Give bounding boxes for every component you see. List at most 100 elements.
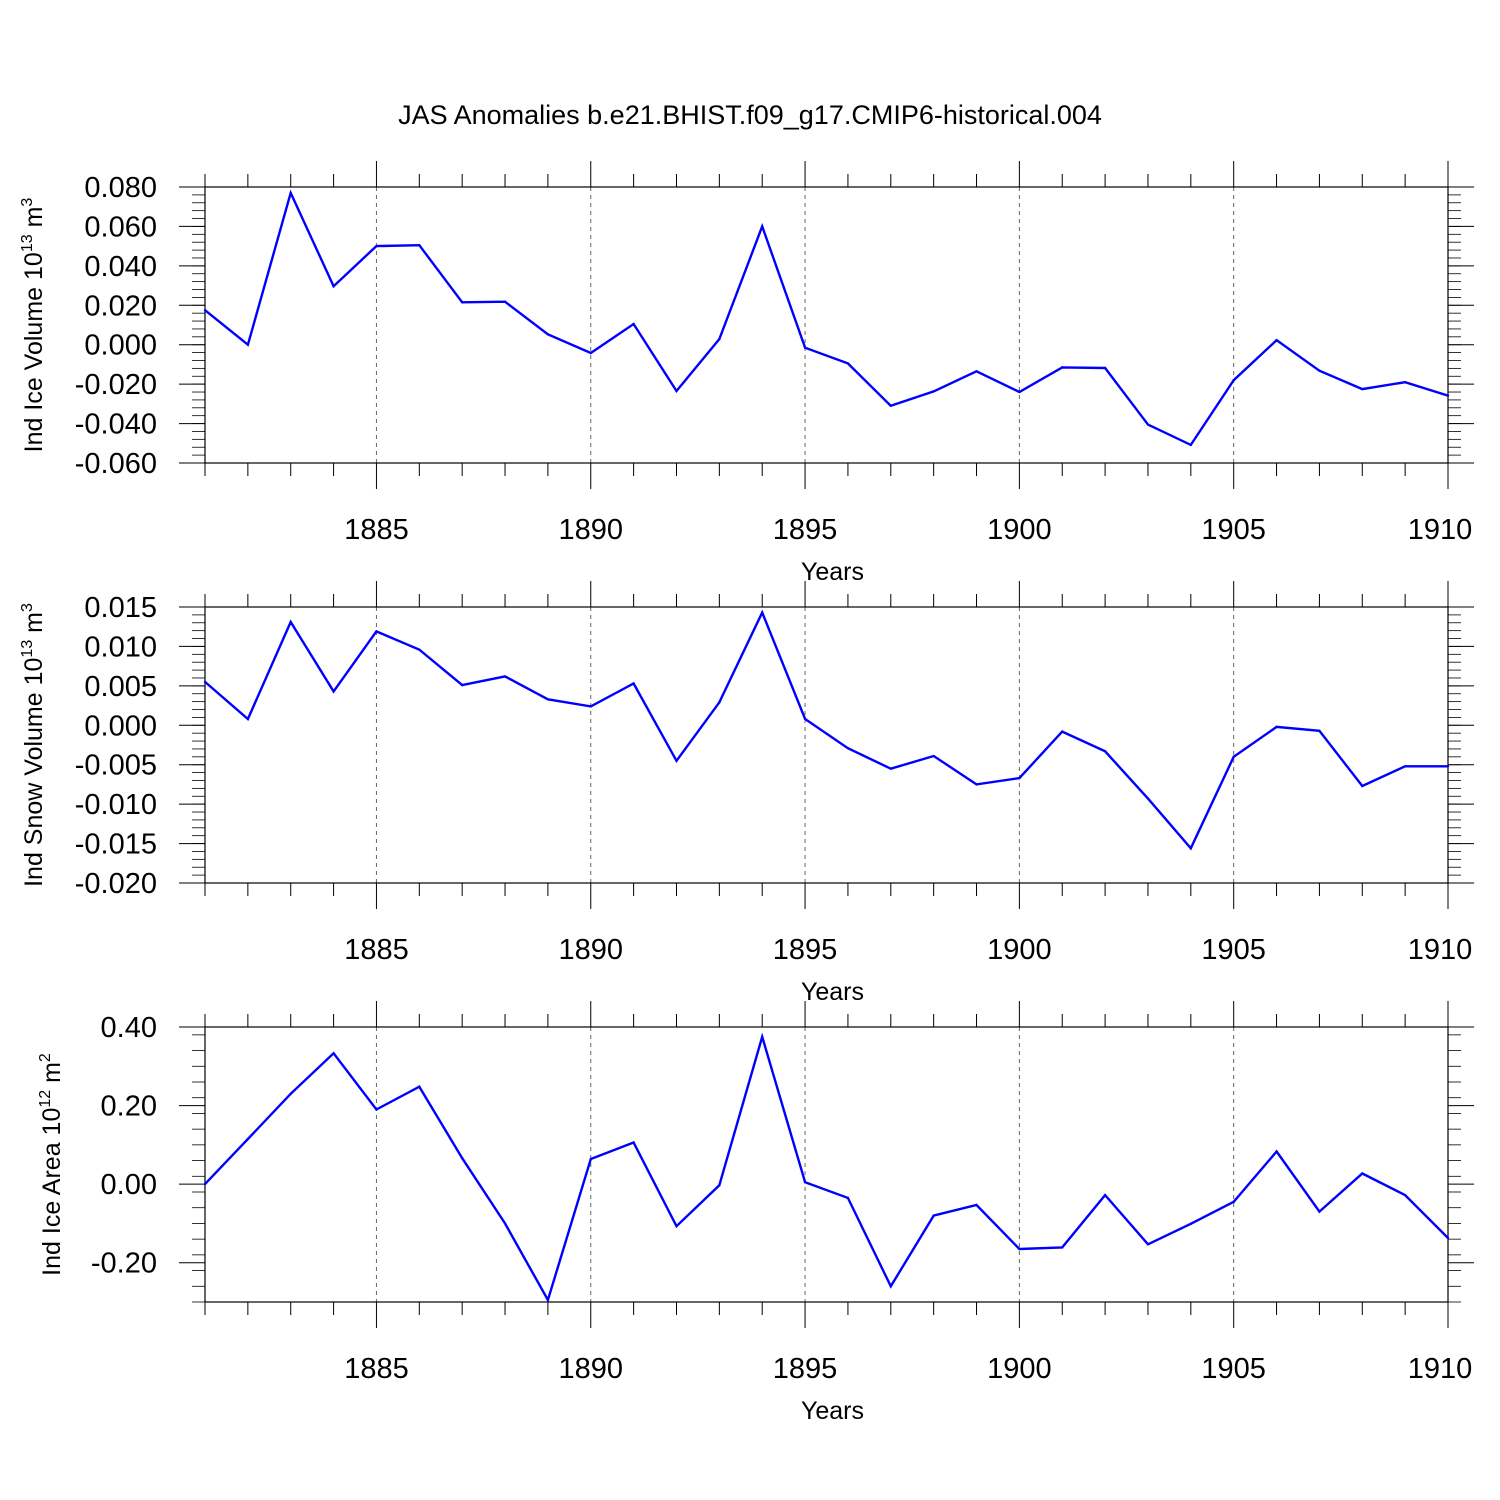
x-axis-label: Years: [801, 1397, 864, 1425]
y-tick-label: 0.00: [101, 1169, 157, 1201]
x-tick-label: 1910: [1408, 1353, 1473, 1385]
data-point: [1018, 390, 1021, 394]
data-point: [675, 1224, 678, 1228]
data-point: [460, 1157, 464, 1160]
data-point: [1403, 380, 1407, 384]
data-point: [289, 620, 292, 624]
data-point: [375, 1108, 378, 1111]
data-point: [846, 746, 850, 750]
y-tick-label: 0.000: [84, 710, 157, 742]
x-tick-label: 1885: [344, 934, 409, 966]
data-point: [1018, 1247, 1021, 1251]
y-axis-label: Ind Snow Volume 1013 m3: [19, 603, 48, 887]
data-point: [332, 690, 335, 693]
data-point: [546, 333, 550, 336]
data-point: [1275, 1150, 1278, 1153]
y-axis-label: Ind Ice Volume 1013 m3: [19, 198, 48, 453]
data-point: [246, 343, 250, 346]
x-tick-label: 1890: [559, 1353, 624, 1385]
data-point: [932, 1214, 935, 1217]
data-point: [803, 346, 807, 349]
y-tick-label: 0.080: [84, 172, 157, 204]
data-point: [1146, 1243, 1150, 1246]
data-point: [803, 717, 807, 721]
data-point: [1275, 338, 1278, 342]
data-point: [1275, 725, 1278, 729]
data-point: [289, 191, 292, 195]
data-point: [761, 611, 764, 614]
y-tick-label: -0.20: [91, 1248, 157, 1280]
x-tick-label: 1895: [773, 1353, 838, 1385]
x-axis-label: Years: [801, 978, 864, 1006]
data-point: [203, 1182, 207, 1186]
data-point: [418, 648, 421, 651]
data-point: [1318, 369, 1321, 372]
data-point: [1061, 730, 1064, 733]
x-tick-label: 1895: [773, 934, 838, 966]
data-point: [332, 284, 335, 288]
data-point: [675, 389, 678, 393]
data-point: [1189, 847, 1193, 850]
data-point: [1146, 423, 1150, 426]
data-point: [1446, 394, 1450, 397]
data-point: [203, 309, 207, 312]
data-point: [803, 1180, 807, 1184]
data-point: [1232, 755, 1235, 759]
y-tick-label: -0.060: [75, 448, 157, 480]
y-tick-label: -0.015: [75, 829, 157, 861]
y-tick-label: 0.005: [84, 671, 157, 703]
data-point: [1318, 729, 1321, 733]
data-point: [589, 705, 592, 708]
y-axis-label: Ind Ice Area 1012 m2: [37, 1053, 66, 1276]
data-point: [718, 337, 721, 341]
x-tick-label: 1900: [987, 514, 1052, 546]
data-point: [975, 783, 978, 786]
data-point: [546, 1298, 550, 1302]
data-point: [246, 717, 250, 721]
series-line: [204, 189, 1449, 447]
data-point: [503, 675, 507, 678]
panel-1: 0.080 0.060 0.040 0.020 0.000 -0.020 -0.040 -0.…: [19, 161, 1474, 586]
data-point: [889, 1285, 892, 1288]
y-tick-label: -0.040: [75, 409, 157, 441]
data-point: [1103, 1193, 1107, 1197]
data-point: [203, 680, 207, 684]
x-tick-label: 1905: [1201, 934, 1266, 966]
data-point: [1189, 1222, 1193, 1226]
y-tick-label: -0.020: [75, 868, 157, 900]
plot-frame: [204, 1026, 1449, 1303]
data-point: [1232, 1200, 1235, 1204]
data-point: [932, 390, 935, 393]
data-point: [246, 1137, 250, 1141]
data-point: [1403, 765, 1407, 768]
data-point: [1061, 366, 1064, 369]
data-point: [460, 301, 464, 304]
y-tick-label: 0.20: [101, 1091, 157, 1123]
x-tick-label: 1890: [559, 514, 624, 546]
data-point: [332, 1052, 335, 1055]
x-tick-label: 1905: [1201, 514, 1266, 546]
x-tick-label: 1910: [1408, 934, 1473, 966]
data-point: [1061, 1246, 1064, 1249]
data-point: [546, 698, 550, 701]
y-tick-label: -0.020: [75, 369, 157, 401]
x-tick-label: 1910: [1408, 514, 1473, 546]
data-point: [632, 682, 635, 685]
y-tick-label: 0.40: [101, 1012, 157, 1044]
data-point: [460, 683, 464, 687]
data-point: [589, 351, 592, 355]
data-point: [675, 759, 678, 762]
data-point: [418, 1085, 421, 1088]
chart-title: JAS Anomalies b.e21.BHIST.f09_g17.CMIP6-…: [398, 100, 1102, 130]
data-point: [1361, 387, 1364, 391]
plot-frame: [204, 186, 1449, 464]
data-point: [846, 1196, 850, 1200]
y-tick-label: 0.010: [84, 631, 157, 663]
x-tick-label: 1900: [987, 934, 1052, 966]
data-point: [1018, 776, 1021, 780]
data-point: [761, 225, 764, 228]
x-tick-label: 1890: [559, 934, 624, 966]
x-tick-label: 1905: [1201, 1353, 1266, 1385]
data-point: [1146, 797, 1150, 800]
